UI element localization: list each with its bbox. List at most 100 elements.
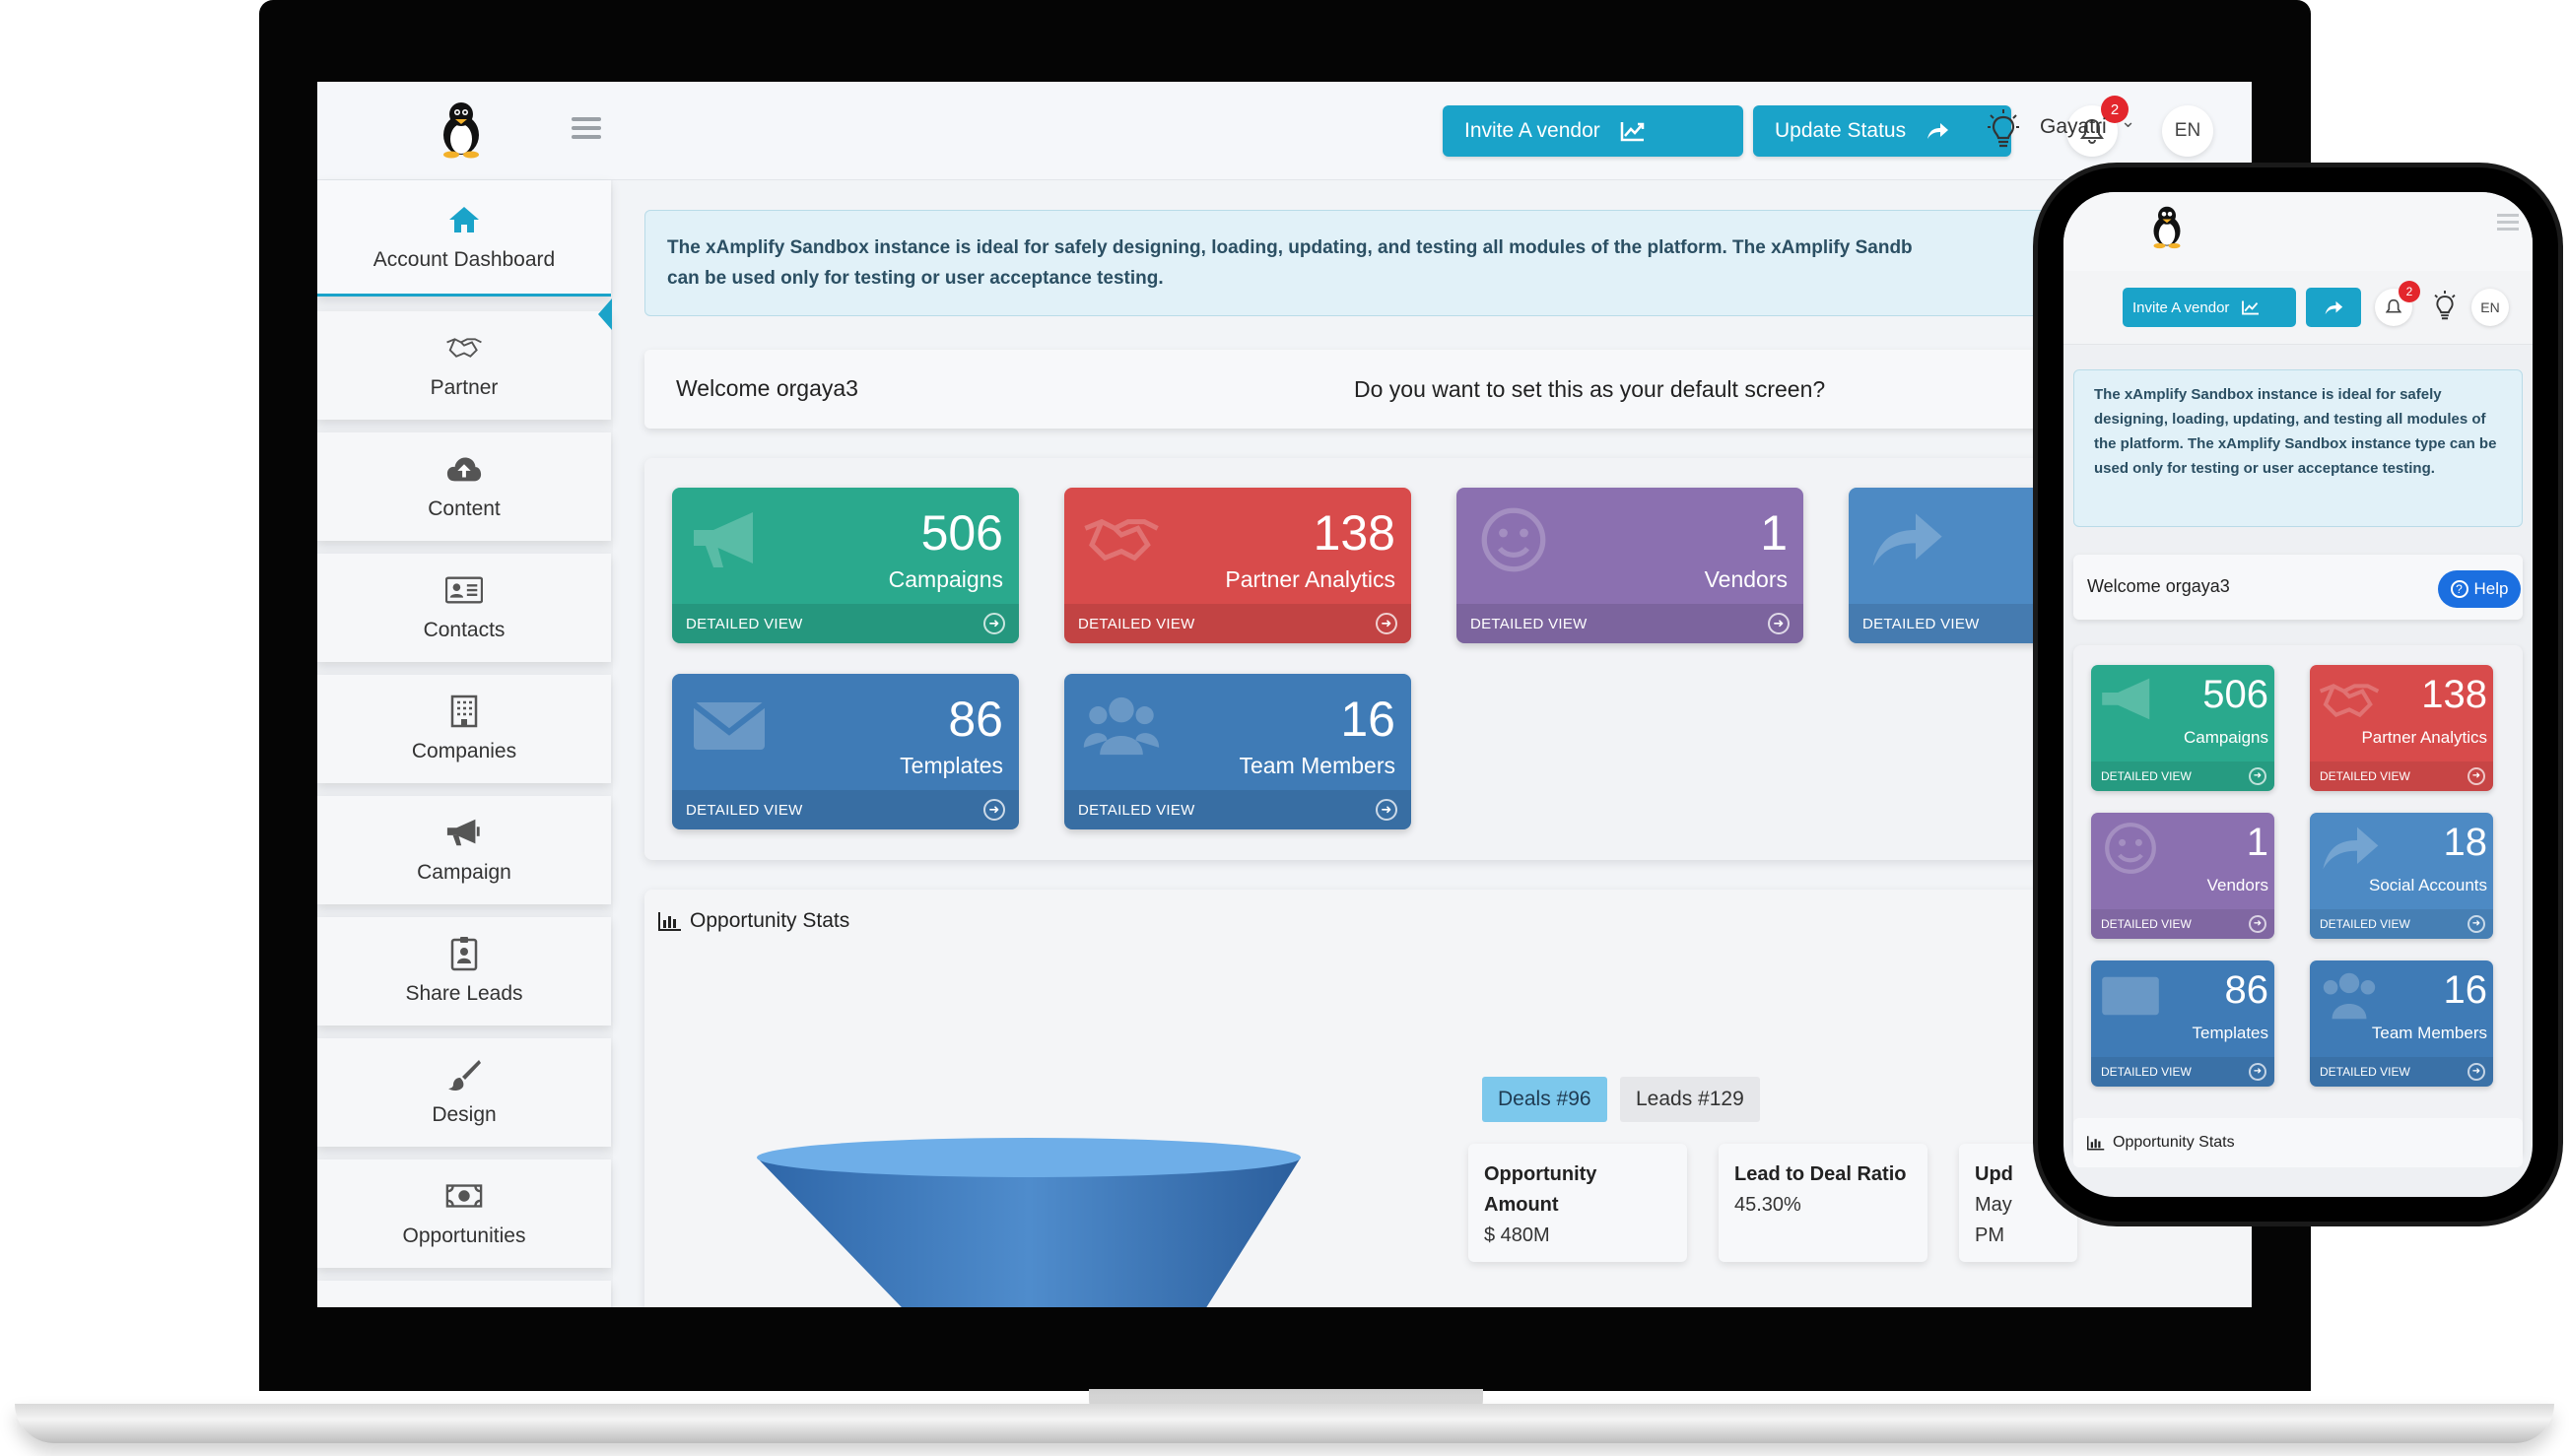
detailed-view-label: DETAILED VIEW: [1862, 616, 1980, 632]
sidebar-item-content[interactable]: Content: [317, 432, 611, 541]
brush-icon: [445, 1058, 483, 1092]
vendors-card[interactable]: 1 Vendors DETAILED VIEW ➜: [2091, 813, 2274, 939]
envelope-icon: [692, 701, 767, 750]
card-value: 16: [1340, 692, 1395, 747]
share-icon: [2323, 827, 2379, 870]
update-status-button[interactable]: [2306, 288, 2361, 327]
invite-vendor-button[interactable]: Invite A vendor: [1443, 105, 1743, 157]
card-value: 138: [2421, 673, 2487, 716]
sidebar-item-partner[interactable]: Partner: [317, 311, 611, 420]
detailed-view-link[interactable]: DETAILED VIEW ➜: [2091, 909, 2274, 939]
notification-badge: 2: [2101, 96, 2129, 123]
welcome-title: Welcome orgaya3: [676, 375, 858, 401]
share-icon: [1872, 513, 1942, 566]
handshake-icon: [1084, 518, 1159, 562]
tips-lightbulb-icon[interactable]: [1987, 107, 2020, 153]
detailed-view-link[interactable]: DETAILED VIEW ➜: [1064, 790, 1411, 829]
penguin-logo-icon[interactable]: [434, 99, 489, 159]
sidebar-item-account-dashboard[interactable]: Account Dashboard: [317, 180, 611, 297]
bell-icon: [2080, 118, 2104, 144]
detailed-view-link[interactable]: DETAILED VIEW ➜: [672, 604, 1019, 643]
sandbox-notice: The xAmplify Sandbox instance is ideal f…: [644, 210, 2252, 316]
arrow-right-circle-icon: ➜: [983, 613, 1005, 634]
detailed-view-link[interactable]: DETAILED VIEW ➜: [1456, 604, 1803, 643]
detailed-view-label: DETAILED VIEW: [2101, 1065, 2192, 1079]
share-arrow-icon: [2325, 300, 2343, 314]
share-arrow-icon: [1927, 123, 1949, 139]
sidebar-item-campaign[interactable]: Campaign: [317, 796, 611, 904]
card-label: Partner Analytics: [2361, 728, 2487, 747]
card-label: Team Members: [1239, 753, 1395, 778]
language-label: EN: [2174, 120, 2201, 141]
card-value: 18: [2443, 821, 2488, 864]
money-icon: [445, 1179, 483, 1213]
campaigns-card[interactable]: 506 Campaigns DETAILED VIEW ➜: [2091, 665, 2274, 791]
megaphone-icon: [2102, 678, 2150, 720]
stat-value: 45.30%: [1734, 1194, 1801, 1216]
card-label: Campaigns: [888, 566, 1003, 592]
team-icon: [1083, 696, 1160, 756]
card-label: Social Accounts: [2368, 876, 2487, 894]
stat-label: May: [1975, 1194, 2012, 1216]
phone-top-bar: [2063, 192, 2533, 271]
help-button[interactable]: ? Help: [2438, 570, 2521, 608]
tab-deals[interactable]: Deals #96: [1482, 1077, 1607, 1122]
stat-value: $ 480M: [1484, 1224, 1550, 1246]
detailed-view-label: DETAILED VIEW: [1470, 616, 1588, 632]
detailed-view-link[interactable]: DETAILED VIEW ➜: [1064, 604, 1411, 643]
stat-label: Amount: [1484, 1194, 1559, 1216]
sidebar-item-contacts[interactable]: Contacts: [317, 554, 611, 662]
sidebar-item-design[interactable]: Design: [317, 1038, 611, 1147]
templates-card[interactable]: 86 Templates DETAILED VIEW ➜: [2091, 960, 2274, 1087]
detailed-view-label: DETAILED VIEW: [1078, 616, 1195, 632]
badge-icon: [445, 937, 483, 971]
phone-action-bar: Invite A vendor 2 EN: [2063, 271, 2533, 345]
hamburger-menu-icon[interactable]: [572, 117, 601, 141]
sidebar-item-share-leads[interactable]: Share Leads: [317, 917, 611, 1026]
sidebar-item-label: Partner: [430, 376, 499, 399]
update-status-label: Update Status: [1775, 119, 1907, 142]
sidebar-item-label: Design: [432, 1103, 497, 1126]
sidebar-item-label: Content: [428, 497, 501, 520]
update-status-button[interactable]: Update Status: [1753, 105, 2011, 157]
partner-analytics-card[interactable]: 138 Partner Analytics DETAILED VIEW ➜: [2310, 665, 2493, 791]
language-selector[interactable]: EN: [2162, 105, 2213, 157]
arrow-right-circle-icon: ➜: [1768, 613, 1790, 634]
sidebar-item-opportunities[interactable]: Opportunities: [317, 1159, 611, 1268]
laptop-base: [15, 1404, 2554, 1443]
social-accounts-card[interactable]: 18 Social Accounts DETAILED VIEW ➜: [2310, 813, 2493, 939]
funnel-chart[interactable]: [753, 1136, 1305, 1307]
arrow-right-circle-icon: ➜: [2249, 1063, 2266, 1081]
card-label: Templates: [2192, 1024, 2268, 1042]
invite-vendor-label: Invite A vendor: [2132, 298, 2230, 316]
language-selector[interactable]: EN: [2471, 289, 2509, 326]
card-value: 506: [920, 505, 1003, 561]
user-name-dropdown[interactable]: Gayatri: [2040, 115, 2107, 138]
sidebar-item-companies[interactable]: Companies: [317, 675, 611, 783]
chevron-down-icon[interactable]: ⌄: [2121, 111, 2136, 131]
tips-lightbulb-icon[interactable]: [2432, 289, 2458, 329]
detailed-view-link[interactable]: DETAILED VIEW ➜: [2310, 761, 2493, 791]
megaphone-icon: [445, 816, 483, 849]
detailed-view-link[interactable]: DETAILED VIEW ➜: [2091, 761, 2274, 791]
tab-leads[interactable]: Leads #129: [1620, 1077, 1760, 1122]
chart-line-icon: [2242, 300, 2260, 315]
hamburger-menu-icon[interactable]: [2497, 214, 2519, 231]
campaigns-card[interactable]: 506 Campaigns DETAILED VIEW ➜: [672, 488, 1019, 643]
detailed-view-link[interactable]: DETAILED VIEW ➜: [2310, 909, 2493, 939]
team-members-card[interactable]: 16 Team Members DETAILED VIEW ➜: [2310, 960, 2493, 1087]
detailed-view-link[interactable]: DETAILED VIEW ➜: [672, 790, 1019, 829]
sidebar-item-rss[interactable]: [317, 1281, 611, 1307]
vendors-card[interactable]: 1 Vendors DETAILED VIEW ➜: [1456, 488, 1803, 643]
invite-vendor-button[interactable]: Invite A vendor: [2123, 288, 2296, 327]
handshake-icon: [2319, 684, 2380, 718]
templates-card[interactable]: 86 Templates DETAILED VIEW ➜: [672, 674, 1019, 829]
card-label: Partner Analytics: [1225, 566, 1395, 592]
detailed-view-link[interactable]: DETAILED VIEW ➜: [2091, 1057, 2274, 1087]
phone-screen: Invite A vendor 2 EN The xAmplify Sandbo…: [2063, 192, 2533, 1197]
partner-analytics-card[interactable]: 138 Partner Analytics DETAILED VIEW ➜: [1064, 488, 1411, 643]
arrow-right-circle-icon: ➜: [2468, 767, 2485, 785]
penguin-logo-icon[interactable]: [2146, 204, 2188, 249]
detailed-view-link[interactable]: DETAILED VIEW ➜: [2310, 1057, 2493, 1087]
team-members-card[interactable]: 16 Team Members DETAILED VIEW ➜: [1064, 674, 1411, 829]
